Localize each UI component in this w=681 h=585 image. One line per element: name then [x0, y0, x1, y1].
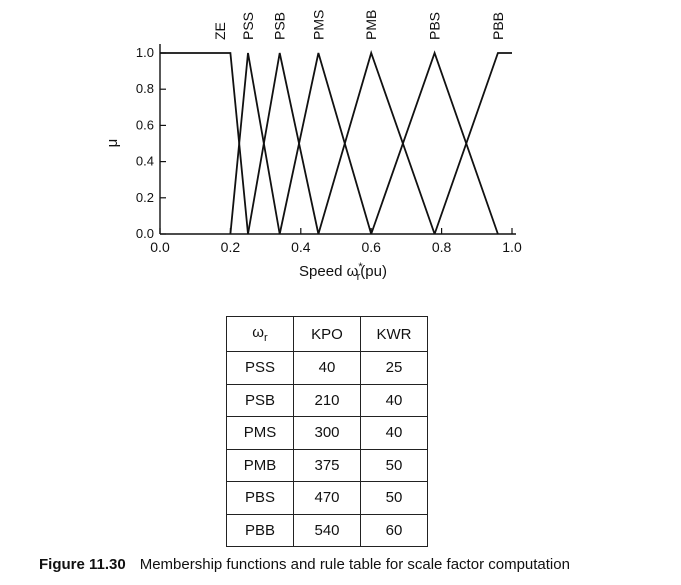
series-pms-line — [278, 52, 373, 235]
series-pss-line — [229, 52, 281, 235]
table-row: PMS 300 40 — [226, 416, 428, 450]
x-tick-labels: 0.0 0.2 0.4 0.6 0.8 1.0 — [150, 239, 522, 255]
cell-kwr: 40 — [360, 383, 428, 417]
cell-kpo: 300 — [293, 416, 361, 450]
y-tick-label: 0.4 — [136, 154, 154, 169]
x-tick-label: 0.4 — [291, 239, 311, 255]
caption-text: Membership functions and rule table for … — [139, 556, 570, 573]
x-tick-label: 0.2 — [221, 239, 241, 255]
x-axis-label: Speed ω* r(pu) — [299, 261, 387, 283]
cell-kwr: 25 — [360, 351, 428, 385]
cell-kpo: 470 — [293, 481, 361, 515]
rule-table: ωr KPO KWR PSS 40 25 PSB 210 40 PMS 300 … — [226, 316, 428, 547]
table-row: PBS 470 50 — [226, 481, 428, 515]
series-pbs-line — [370, 50, 499, 235]
series-label-ze: ZE — [212, 22, 228, 40]
chart-axes — [159, 44, 516, 235]
cell-set: PBB — [226, 513, 294, 547]
series-pmb-line — [317, 50, 436, 235]
cell-kpo: 210 — [293, 383, 361, 417]
cell-kpo: 40 — [293, 351, 361, 385]
cell-set: PMB — [226, 448, 294, 482]
series-ze-line — [160, 52, 249, 235]
cell-set: PSS — [226, 351, 294, 385]
series-label-pbs: PBS — [427, 12, 443, 40]
table-row: PSB 210 40 — [226, 383, 428, 417]
header-kpo: KPO — [293, 316, 361, 352]
cell-set: PSB — [226, 383, 294, 417]
y-tick-label: 0.6 — [136, 117, 154, 132]
cell-kpo: 375 — [293, 448, 361, 482]
table-row: PBB 540 60 — [226, 513, 428, 547]
x-tick-label: 1.0 — [502, 239, 522, 255]
series-labels: ZE PSS PSB PMS PMB PBS PBB — [212, 10, 506, 40]
table-header-row: ωr KPO KWR — [226, 316, 428, 352]
x-tick-label: 0.6 — [361, 239, 381, 255]
series-label-pbb: PBB — [490, 12, 506, 40]
series-label-pss: PSS — [240, 12, 256, 40]
cell-kpo: 540 — [293, 513, 361, 547]
header-kwr: KWR — [360, 316, 428, 352]
table-row: PMB 375 50 — [226, 448, 428, 482]
cell-set: PBS — [226, 481, 294, 515]
y-axis-label: μ — [104, 139, 121, 148]
x-tick-label: 0.8 — [432, 239, 452, 255]
cell-kwr: 40 — [360, 416, 428, 450]
cell-kwr: 60 — [360, 513, 428, 547]
y-tick-labels: 0.0 0.2 0.4 0.6 0.8 1.0 — [136, 45, 154, 241]
header-omega: ωr — [226, 316, 294, 352]
y-tick-label: 0.2 — [136, 190, 154, 205]
figure-caption: Figure 11.30 Membership functions and rul… — [39, 556, 570, 573]
cell-kwr: 50 — [360, 448, 428, 482]
y-tick-label: 0.0 — [136, 226, 154, 241]
figure-number: Figure 11.30 — [39, 556, 126, 573]
x-tick-label: 0.0 — [150, 239, 170, 255]
series-label-pmb: PMB — [363, 10, 379, 40]
membership-chart: 0.0 0.2 0.4 0.6 0.8 1.0 0.0 0.2 0.4 0.6 0.8 1.0 ZE… — [104, 10, 522, 283]
y-tick-label: 1.0 — [136, 45, 154, 60]
series-pbb-line — [433, 52, 512, 235]
series-psb-line — [247, 52, 320, 235]
chart-series — [160, 50, 512, 235]
series-label-pms: PMS — [310, 10, 326, 40]
table-row: PSS 40 25 — [226, 351, 428, 385]
series-label-psb: PSB — [272, 12, 288, 40]
y-tick-label: 0.8 — [136, 81, 154, 96]
cell-kwr: 50 — [360, 481, 428, 515]
cell-set: PMS — [226, 416, 294, 450]
